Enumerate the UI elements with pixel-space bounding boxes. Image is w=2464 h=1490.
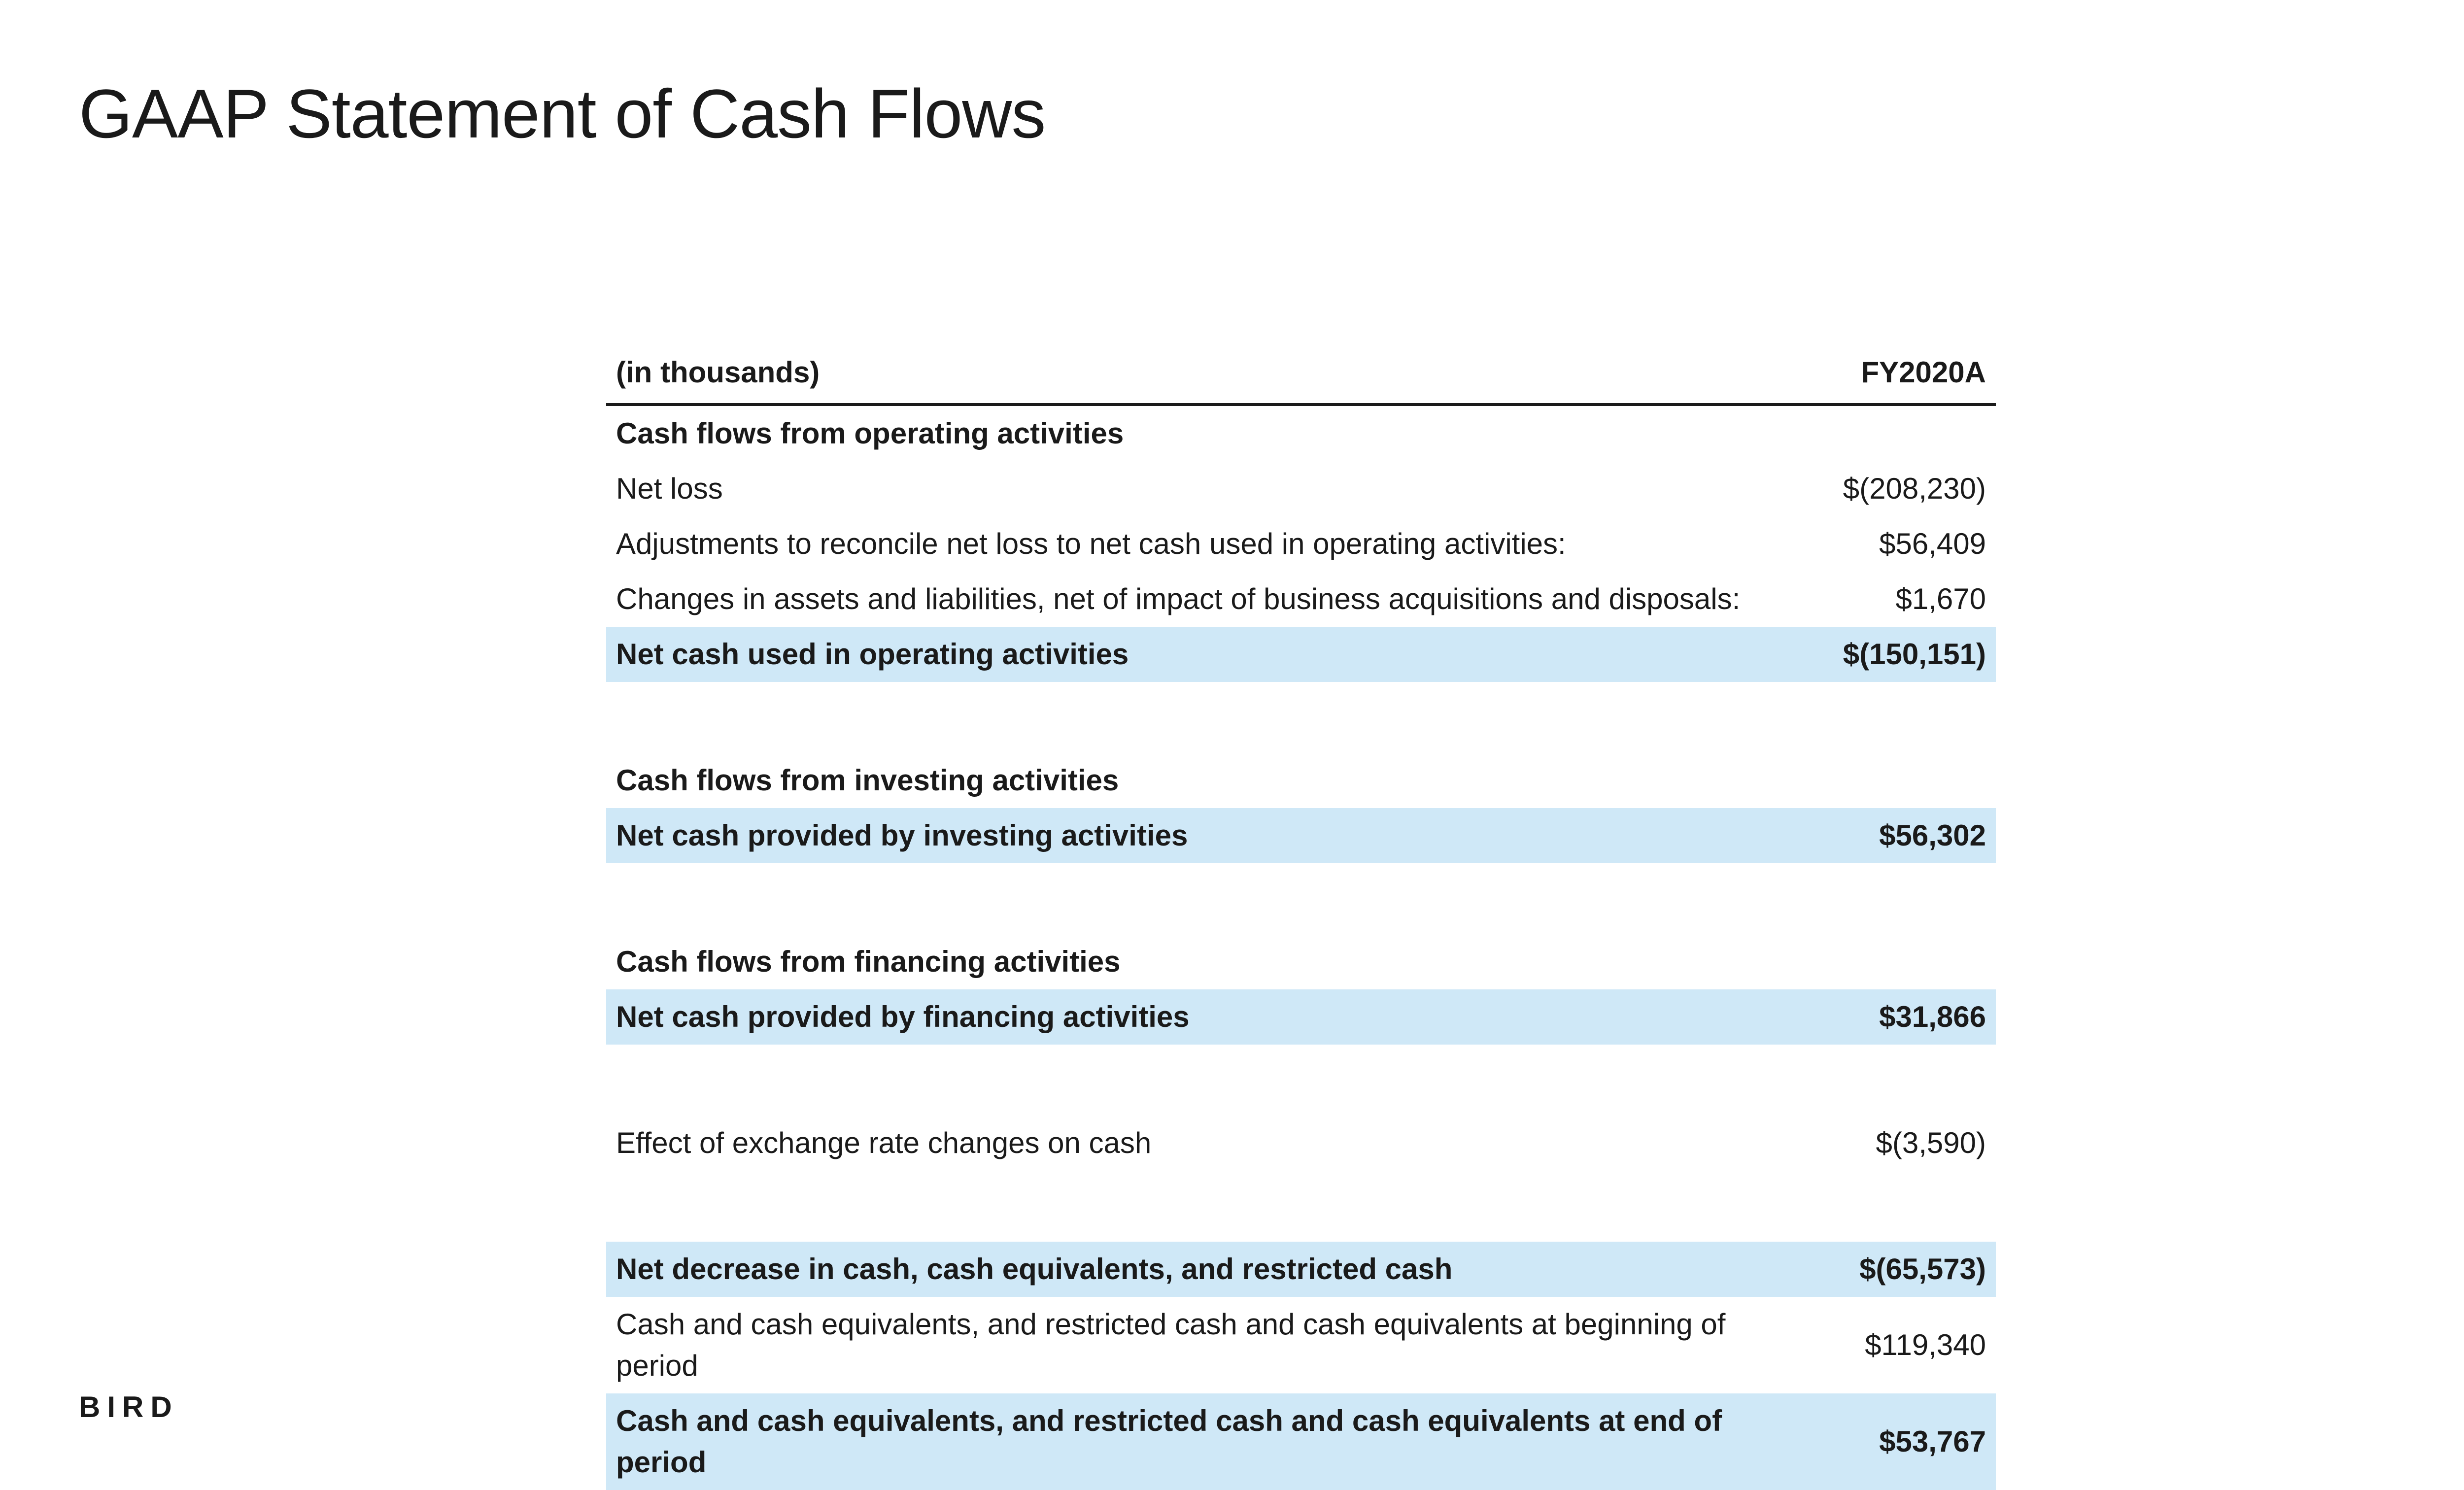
row-value: $(65,573) [1789,1242,1996,1297]
row-value: $56,409 [1789,516,1996,572]
row-value: $31,866 [1789,989,1996,1045]
table-body: Cash flows from operating activitiesNet … [606,405,1996,1490]
table-row: Cash flows from operating activities [606,405,1996,461]
row-label: Net cash provided by investing activitie… [606,808,1789,863]
row-value: $119,340 [1789,1297,1996,1393]
table-header-row: (in thousands) FY2020A [606,345,1996,405]
row-value: $53,767 [1789,1393,1996,1490]
table-row: Cash and cash equivalents, and restricte… [606,1297,1996,1393]
row-value: $(3,590) [1789,1116,1996,1171]
row-label: Effect of exchange rate changes on cash [606,1116,1789,1171]
row-label: Net loss [606,461,1789,516]
row-value [1789,405,1996,461]
table-row: Net decrease in cash, cash equivalents, … [606,1242,1996,1297]
table-row: Net loss$(208,230) [606,461,1996,516]
table-row [606,1045,1996,1116]
row-value: $1,670 [1789,572,1996,627]
row-label: Cash flows from financing activities [606,934,1789,989]
spacer-cell [606,1045,1996,1116]
table-row: Cash flows from investing activities [606,753,1996,808]
table-row: Changes in assets and liabilities, net o… [606,572,1996,627]
table-row: Net cash used in operating activities$(1… [606,627,1996,682]
cash-flow-table-container: (in thousands) FY2020A Cash flows from o… [606,345,1996,1490]
row-value: $(208,230) [1789,461,1996,516]
table-row: Net cash provided by investing activitie… [606,808,1996,863]
row-label: Cash and cash equivalents, and restricte… [606,1393,1789,1490]
table-header-right: FY2020A [1789,345,1996,405]
table-row: Cash flows from financing activities [606,934,1996,989]
table-row: Effect of exchange rate changes on cash$… [606,1116,1996,1171]
row-label: Net cash used in operating activities [606,627,1789,682]
table-row: Cash and cash equivalents, and restricte… [606,1393,1996,1490]
row-value: $56,302 [1789,808,1996,863]
table-row [606,682,1996,753]
row-label: Changes in assets and liabilities, net o… [606,572,1789,627]
brand-logo: BIRD [79,1390,179,1424]
spacer-cell [606,1171,1996,1242]
spacer-cell [606,682,1996,753]
table-row: Adjustments to reconcile net loss to net… [606,516,1996,572]
row-label: Cash and cash equivalents, and restricte… [606,1297,1789,1393]
row-label: Net cash provided by financing activitie… [606,989,1789,1045]
row-value: $(150,151) [1789,627,1996,682]
cash-flow-table: (in thousands) FY2020A Cash flows from o… [606,345,1996,1490]
table-row [606,1171,1996,1242]
spacer-cell [606,863,1996,934]
row-label: Cash flows from investing activities [606,753,1789,808]
page-title: GAAP Statement of Cash Flows [79,74,1045,154]
row-value [1789,934,1996,989]
row-label: Cash flows from operating activities [606,405,1789,461]
row-label: Net decrease in cash, cash equivalents, … [606,1242,1789,1297]
row-label: Adjustments to reconcile net loss to net… [606,516,1789,572]
table-header-left: (in thousands) [606,345,1789,405]
table-row [606,863,1996,934]
table-row: Net cash provided by financing activitie… [606,989,1996,1045]
row-value [1789,753,1996,808]
